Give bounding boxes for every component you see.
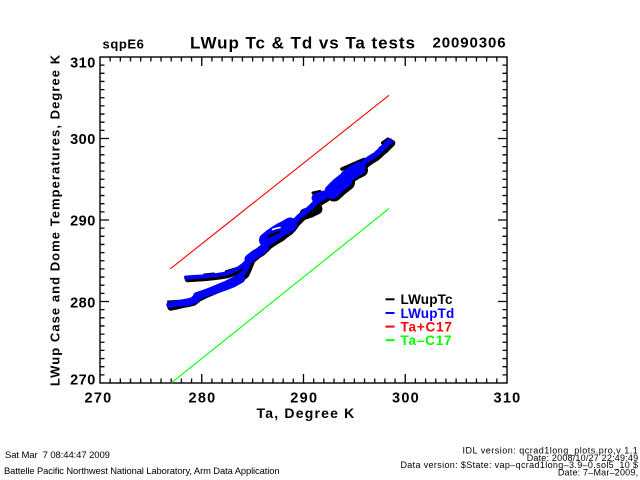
svg-text:Ta+C17: Ta+C17 [401,319,453,334]
svg-text:290: 290 [70,214,96,230]
svg-text:Data version: $State: vap–qcra: Data version: $State: vap–qcrad1long–3.9… [400,460,638,470]
svg-text:310: 310 [493,391,521,407]
svg-text:Sat Mar 7 08:44:47 2009: Sat Mar 7 08:44:47 2009 [5,450,110,461]
svg-text:LWupTd: LWupTd [401,306,455,321]
svg-text:310: 310 [70,55,96,71]
svg-text:Battelle Pacific Northwest Nat: Battelle Pacific Northwest National Labo… [4,465,279,476]
svg-text:300: 300 [70,132,96,148]
svg-text:LWup Case and Dome Temperature: LWup Case and Dome Temperatures, Degree … [48,54,63,386]
svg-text:Ta, Degree K: Ta, Degree K [257,405,356,421]
svg-text:Date: 7–Mar–2009,: Date: 7–Mar–2009, [558,468,638,478]
svg-text:LWupTc: LWupTc [401,292,453,307]
svg-text:Date: 2008/10/27 22:49:49: Date: 2008/10/27 22:49:49 [527,453,639,463]
svg-text:Ta–C17: Ta–C17 [401,333,453,348]
svg-text:sqpE6: sqpE6 [103,36,145,51]
svg-text:300: 300 [392,391,420,407]
svg-text:IDL version: qcrad1long_plots.: IDL version: qcrad1long_plots.pro,v 1.1 [463,445,639,455]
svg-text:20090306: 20090306 [433,34,507,51]
svg-text:270: 270 [84,391,112,407]
svg-text:270: 270 [70,373,96,389]
svg-text:280: 280 [188,391,216,407]
svg-text:LWup Tc & Td vs Ta tests: LWup Tc & Td vs Ta tests [190,33,416,52]
svg-text:290: 290 [290,391,318,407]
svg-text:280: 280 [70,296,96,312]
